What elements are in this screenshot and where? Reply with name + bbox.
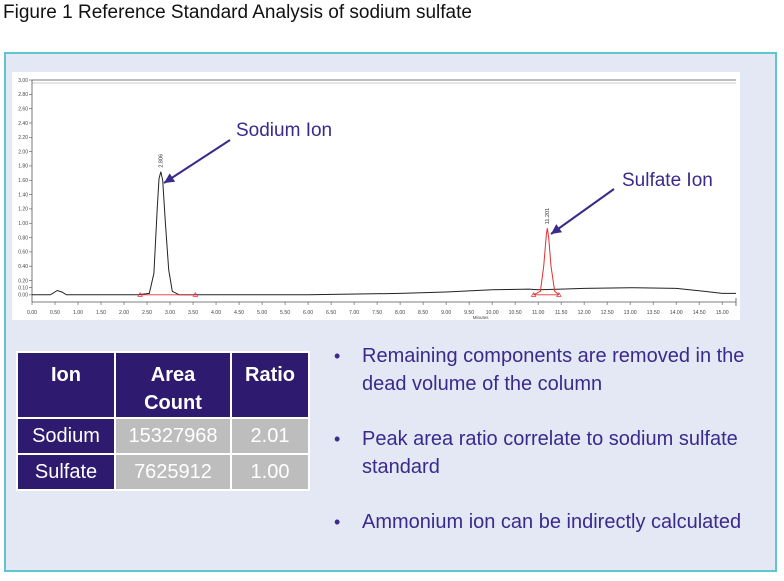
header-area-count: Area Count: [114, 351, 232, 419]
y-tick-label: 0.40: [18, 264, 28, 270]
x-tick-label: 4.00: [211, 310, 221, 316]
x-tick-label: 6.50: [326, 310, 336, 316]
x-tick-label: 8.00: [395, 310, 405, 316]
y-tick-label: 2.00: [18, 149, 28, 155]
x-tick-label: 10.00: [486, 310, 499, 316]
x-tick-label: 14.00: [670, 310, 683, 316]
chromatogram-chart: 0.00 0.10 0.20 0.40 0.60 0.80 1.00 1.20 1.40 1.60…: [12, 72, 740, 320]
y-tick-label: 2.60: [18, 106, 28, 112]
annotation-label: Sodium Ion: [236, 120, 332, 141]
x-tick-label: 7.00: [349, 310, 359, 316]
y-tick-label: 1.40: [18, 192, 28, 198]
x-tick-label: 3.00: [165, 310, 175, 316]
x-tick-label: 4.50: [234, 310, 244, 316]
peak-label: 11.201: [545, 208, 551, 224]
x-tick-label: 15.00: [716, 310, 729, 316]
y-tick-label: 0.00: [18, 293, 28, 299]
cell-ion: Sulfate: [16, 453, 116, 491]
x-tick-label: 8.50: [418, 310, 428, 316]
y-tick-label: 2.80: [18, 92, 28, 98]
table-row: Sodium 15327968 2.01: [16, 417, 310, 455]
y-tick-label: 1.60: [18, 178, 28, 184]
x-tick-label: 10.50: [509, 310, 522, 316]
sodium-trace: [32, 171, 736, 296]
x-tick-label: 11.00: [532, 310, 545, 316]
x-tick-label: 2.00: [119, 310, 129, 316]
y-tick-label: 0.20: [18, 278, 28, 284]
x-tick-label: 1.50: [96, 310, 106, 316]
x-tick-label: 13.50: [647, 310, 660, 316]
x-tick-label: 0.00: [27, 310, 37, 316]
list-item: • Ammonium ion can be indirectly calcula…: [330, 508, 760, 536]
baseline-marker-triangle: [137, 291, 143, 297]
bullet-dot-icon: •: [334, 512, 341, 532]
x-tick-label: 14.50: [693, 310, 706, 316]
x-tick-label: 9.50: [464, 310, 474, 316]
baseline-marker-triangle: [192, 291, 199, 297]
bullet-text: Remaining components are removed in the …: [362, 345, 745, 395]
baseline-marker-triangle: [556, 291, 562, 297]
table-header-row: Ion Area Count Ratio: [16, 351, 310, 419]
bullet-dot-icon: •: [334, 429, 341, 449]
list-item: • Peak area ratio correlate to sodium su…: [330, 425, 760, 481]
x-tick-label: 7.50: [372, 310, 382, 316]
cell-ratio: 1.00: [230, 453, 310, 491]
bullet-dot-icon: •: [334, 346, 341, 366]
cell-area: 7625912: [114, 453, 232, 491]
bullet-text: Ammonium ion can be indirectly calculate…: [362, 511, 742, 533]
y-tick-label: 2.20: [18, 135, 28, 141]
x-tick-label: 13.00: [624, 310, 637, 316]
y-tick-label: 0.60: [18, 250, 28, 256]
header-ratio: Ratio: [230, 351, 310, 419]
peak-label: 2.806: [159, 154, 165, 168]
bullet-text: Peak area ratio correlate to sodium sulf…: [362, 428, 738, 478]
x-tick-label: 5.00: [257, 310, 267, 316]
x-tick-label: 12.50: [601, 310, 614, 316]
header-area-line1: Area: [150, 364, 196, 386]
header-area-line2: Count: [144, 392, 202, 414]
bullet-list: • Remaining components are removed in th…: [330, 342, 760, 563]
figure-title: Figure 1 Reference Standard Analysis of …: [3, 2, 472, 23]
annotation-label: Sulfate Ion: [622, 170, 713, 191]
y-tick-label: 0.80: [18, 235, 28, 241]
y-tick-label: 1.00: [18, 221, 28, 227]
x-tick-label: 3.50: [188, 310, 198, 316]
y-tick-label: 2.40: [18, 121, 28, 127]
table-row: Sulfate 7625912 1.00: [16, 453, 310, 491]
annotation-arrow-head: [551, 224, 563, 234]
cell-area: 15327968: [114, 417, 232, 455]
chromatogram-svg: 0.00 0.100.20 0.40 0.60 0.80 1.00 1.20 1.40 1.60…: [18, 78, 737, 320]
results-table: Ion Area Count Ratio Sodium 15327968 2.0…: [16, 351, 310, 491]
y-tick-label: 1.20: [18, 207, 28, 213]
x-tick-label: 12.00: [578, 310, 591, 316]
header-ion: Ion: [16, 351, 116, 419]
x-tick-label: 2.50: [142, 310, 152, 316]
x-tick-label: 5.50: [280, 310, 290, 316]
cell-ratio: 2.01: [230, 417, 310, 455]
x-axis-label: Minutes: [473, 315, 490, 320]
y-tick-label: 0.10: [18, 285, 28, 291]
cell-ion: Sodium: [16, 417, 116, 455]
y-tick-label: 3.00: [18, 78, 28, 84]
x-tick-label: 9.00: [441, 310, 451, 316]
x-tick-label: 11.50: [555, 310, 568, 316]
y-tick-label: 1.80: [18, 164, 28, 170]
annotation-arrow-head: [164, 173, 176, 183]
list-item: • Remaining components are removed in th…: [330, 342, 760, 398]
baseline-marker-triangle: [530, 291, 537, 297]
annotation-arrow-line: [163, 139, 231, 184]
annotation-arrow-line: [550, 188, 615, 235]
x-tick-label: 6.00: [303, 310, 313, 316]
x-tick-label: 1.00: [73, 310, 83, 316]
sulfate-trace: [533, 228, 560, 296]
x-tick-label: 0.50: [50, 310, 60, 316]
